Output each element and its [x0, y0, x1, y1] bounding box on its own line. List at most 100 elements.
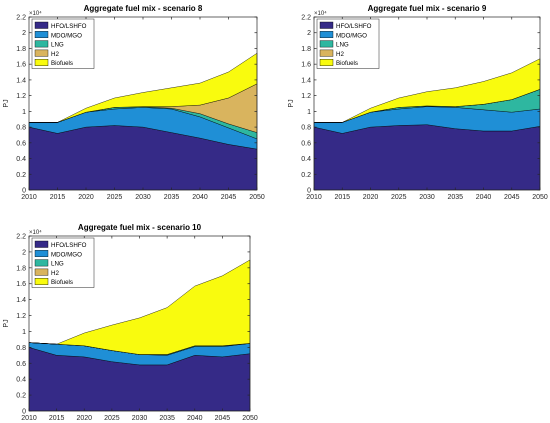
- y-tick-label: 0.8: [16, 125, 26, 132]
- y-tick-label: 0.6: [301, 140, 311, 147]
- x-tick-label: 2010: [21, 415, 37, 422]
- y-tick-label: 0.6: [16, 140, 26, 147]
- y-tick-label: 2: [22, 30, 26, 37]
- y-tick-label: 0.2: [16, 172, 26, 179]
- legend-entry: Biofuels: [336, 60, 358, 67]
- x-tick-label: 2045: [215, 415, 231, 422]
- x-tick-label: 2030: [419, 194, 435, 201]
- legend-entry: Biofuels: [51, 60, 73, 67]
- legend-entry: H2: [51, 270, 59, 277]
- legend-swatch: [34, 250, 49, 258]
- y-tick-label: 0: [22, 409, 26, 416]
- legend-swatch: [34, 59, 49, 66]
- y-tick-label: 2.2: [16, 15, 26, 22]
- y-axis-multiplier: ×10⁴: [314, 10, 327, 17]
- x-tick-label: 2035: [447, 194, 463, 201]
- legend-swatch: [34, 49, 49, 57]
- chart-scenario-10: 0 0.2 0.4 0.6 0.8 1 1.2 1.4 1.6 1.8 2 2.2 2010 2015 20…: [3, 223, 258, 422]
- legend-entry: MDO/MGO: [51, 32, 82, 39]
- legend-swatch: [319, 31, 334, 38]
- x-tick-label: 2015: [334, 194, 350, 201]
- legend-swatch: [34, 240, 49, 248]
- legend-swatch: [319, 21, 334, 29]
- legend-swatch: [34, 21, 49, 29]
- y-tick-label: 1.4: [16, 77, 26, 84]
- x-tick-label: 2045: [221, 194, 237, 201]
- y-axis-label: PJ: [3, 319, 10, 327]
- y-tick-label: 1: [22, 329, 26, 336]
- y-tick-label: 1.2: [16, 313, 26, 320]
- legend-entry: MDO/MGO: [336, 32, 367, 39]
- legend-entry: HFO/LSHFO: [51, 23, 87, 30]
- y-tick-label: 0.4: [301, 156, 311, 163]
- legend-swatch: [319, 40, 334, 48]
- legend-entry: HFO/LSHFO: [336, 23, 372, 30]
- chart-scenario-9: 0 0.2 0.4 0.6 0.8 1 1.2 1.4 1.6 1.8 2 2.2 2010 2015 20…: [288, 4, 548, 201]
- legend-entry: H2: [51, 51, 59, 58]
- legend-entry: LNG: [51, 261, 64, 268]
- y-tick-label: 0.4: [16, 377, 26, 384]
- y-axis-label: PJ: [288, 99, 295, 107]
- x-tick-label: 2030: [132, 415, 148, 422]
- y-tick-label: 0.6: [16, 361, 26, 368]
- legend-swatch: [34, 40, 49, 48]
- y-tick-label: 1.6: [16, 62, 26, 69]
- x-tick-label: 2045: [504, 194, 520, 201]
- legend-entry: HFO/LSHFO: [51, 242, 87, 249]
- y-tick-label: 1: [22, 109, 26, 116]
- y-tick-label: 1.4: [16, 297, 26, 304]
- legend-swatch: [34, 31, 49, 38]
- y-tick-label: 2.2: [301, 15, 311, 22]
- y-tick-label: 0: [307, 188, 311, 195]
- legend-swatch: [319, 49, 334, 57]
- y-tick-label: 1.2: [16, 93, 26, 100]
- legend-entry: H2: [336, 51, 344, 58]
- legend-entry: Biofuels: [51, 279, 73, 286]
- y-tick-label: 1.8: [16, 265, 26, 272]
- legend-swatch: [34, 259, 49, 267]
- y-axis-multiplier: ×10⁴: [29, 10, 42, 17]
- y-tick-label: 1.8: [16, 46, 26, 53]
- chart-title: Aggregate fuel mix - scenario 9: [368, 4, 487, 13]
- legend-entry: LNG: [51, 42, 64, 49]
- y-tick-label: 2.2: [16, 234, 26, 241]
- x-tick-label: 2020: [76, 415, 92, 422]
- x-tick-label: 2025: [104, 415, 120, 422]
- x-tick-label: 2015: [50, 194, 66, 201]
- chart-title: Aggregate fuel mix - scenario 10: [78, 223, 202, 232]
- x-tick-label: 2030: [135, 194, 151, 201]
- x-tick-label: 2050: [532, 194, 548, 201]
- legend-swatch: [34, 268, 49, 276]
- y-tick-label: 1.6: [301, 62, 311, 69]
- y-tick-label: 0.8: [16, 345, 26, 352]
- y-tick-label: 0: [22, 188, 26, 195]
- chart-title: Aggregate fuel mix - scenario 8: [84, 4, 203, 13]
- y-tick-label: 1: [307, 109, 311, 116]
- x-tick-label: 2035: [164, 194, 180, 201]
- x-tick-label: 2020: [363, 194, 379, 201]
- legend-swatch: [34, 278, 49, 285]
- x-tick-label: 2020: [78, 194, 94, 201]
- chart-scenario-8: 0 0.2 0.4 0.6 0.8 1 1.2 1.4 1.6 1.8 2 2.2 2010 2015 20…: [3, 4, 265, 201]
- legend-swatch: [319, 59, 334, 66]
- x-tick-label: 2010: [21, 194, 37, 201]
- x-tick-label: 2050: [249, 194, 265, 201]
- legend-entry: MDO/MGO: [51, 251, 82, 258]
- y-axis-multiplier: ×10⁴: [29, 229, 42, 236]
- x-tick-label: 2025: [391, 194, 407, 201]
- legend: HFO/LSHFO MDO/MGO LNG H2 Biofuels: [316, 18, 380, 69]
- x-tick-label: 2040: [192, 194, 208, 201]
- y-tick-label: 2: [307, 30, 311, 37]
- y-tick-label: 1.2: [301, 93, 311, 100]
- x-tick-label: 2035: [159, 415, 175, 422]
- legend-entry: LNG: [336, 42, 349, 49]
- y-tick-label: 0.8: [301, 125, 311, 132]
- area-hfo-lshfo: [313, 124, 541, 191]
- x-tick-label: 2040: [476, 194, 492, 201]
- x-tick-label: 2025: [107, 194, 123, 201]
- x-tick-label: 2010: [306, 194, 322, 201]
- x-tick-label: 2015: [49, 415, 65, 422]
- x-tick-label: 2050: [242, 415, 258, 422]
- y-axis-label: PJ: [3, 99, 10, 107]
